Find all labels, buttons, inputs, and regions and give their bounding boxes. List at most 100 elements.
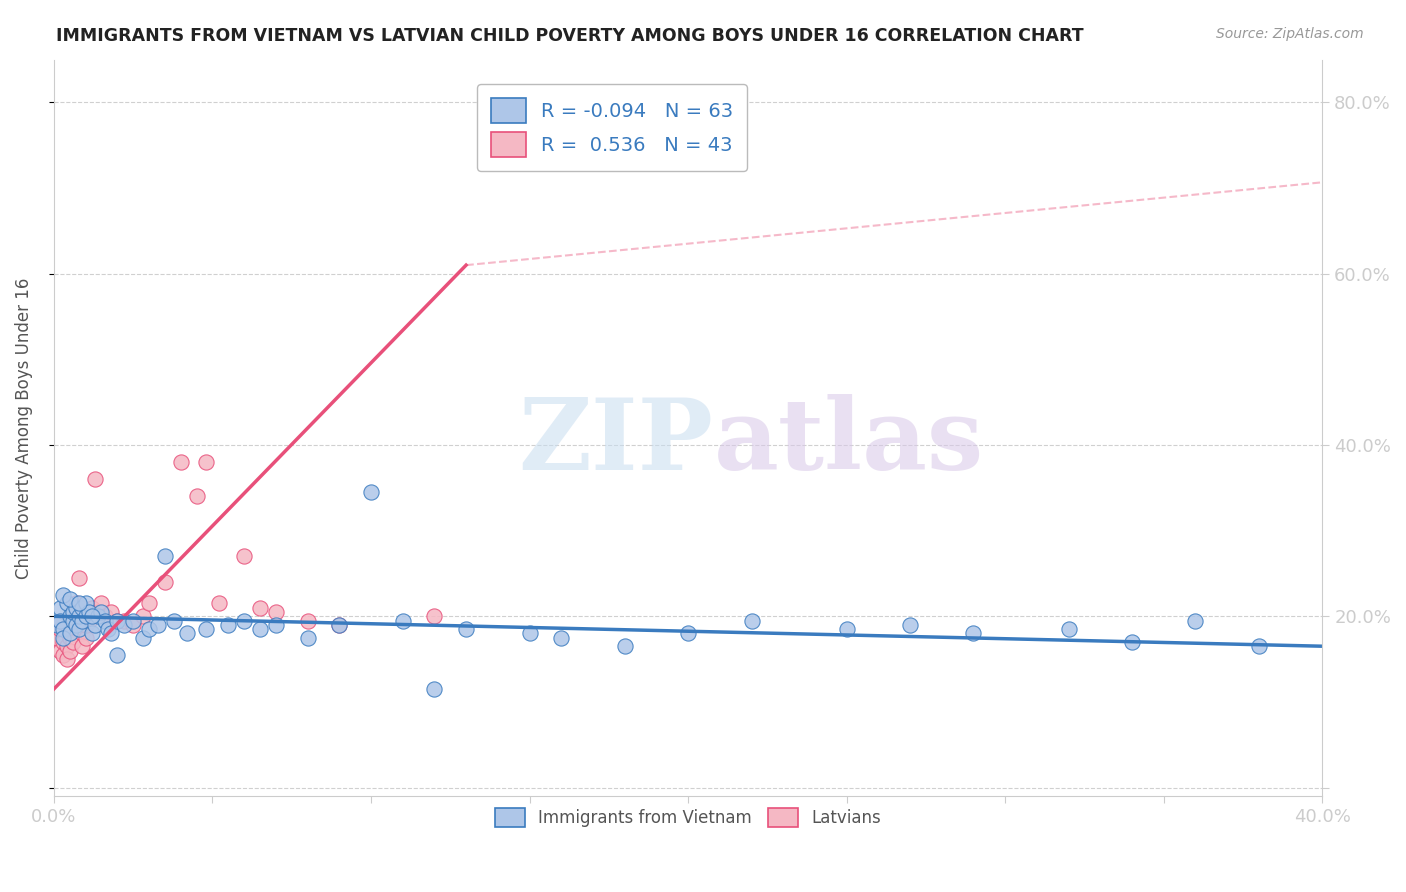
Point: [138, 622, 160, 636]
Point: [75, 631, 97, 645]
Point: [249, 600, 271, 615]
Point: [46, 631, 69, 645]
Point: [80, 609, 103, 624]
Point: [49, 600, 72, 615]
Point: [62, 605, 84, 619]
Point: [233, 614, 256, 628]
Point: [93, 614, 115, 628]
Point: [1121, 635, 1143, 649]
Point: [208, 596, 231, 610]
Y-axis label: Child Poverty Among Boys Under 16: Child Poverty Among Boys Under 16: [15, 277, 32, 579]
Point: [67, 622, 90, 636]
Point: [65, 600, 87, 615]
Point: [72, 639, 94, 653]
Point: [59, 609, 82, 624]
Point: [52, 635, 75, 649]
Point: [550, 631, 572, 645]
Point: [122, 614, 145, 628]
Point: [65, 596, 87, 610]
Point: [59, 643, 82, 657]
Point: [217, 617, 239, 632]
Point: [328, 617, 350, 632]
Point: [898, 617, 921, 632]
Point: [233, 549, 256, 564]
Point: [249, 622, 271, 636]
Point: [360, 485, 382, 500]
Point: [740, 614, 762, 628]
Point: [49, 622, 72, 636]
Point: [90, 596, 112, 610]
Point: [105, 614, 128, 628]
Point: [328, 617, 350, 632]
Point: [186, 489, 208, 503]
Point: [112, 614, 135, 628]
Point: [1247, 639, 1270, 653]
Point: [59, 626, 82, 640]
Point: [1057, 622, 1080, 636]
Point: [72, 614, 94, 628]
Point: [72, 626, 94, 640]
Point: [72, 600, 94, 615]
Point: [87, 605, 110, 619]
Text: Source: ZipAtlas.com: Source: ZipAtlas.com: [1216, 27, 1364, 41]
Text: IMMIGRANTS FROM VIETNAM VS LATVIAN CHILD POVERTY AMONG BOYS UNDER 16 CORRELATION: IMMIGRANTS FROM VIETNAM VS LATVIAN CHILD…: [56, 27, 1084, 45]
Point: [65, 609, 87, 624]
Point: [835, 622, 858, 636]
Point: [52, 588, 75, 602]
Point: [90, 605, 112, 619]
Point: [93, 609, 115, 624]
Point: [75, 609, 97, 624]
Legend: Immigrants from Vietnam, Latvians: Immigrants from Vietnam, Latvians: [486, 800, 890, 836]
Point: [49, 614, 72, 628]
Point: [80, 600, 103, 615]
Point: [55, 639, 77, 653]
Point: [423, 609, 446, 624]
Point: [195, 622, 218, 636]
Point: [112, 617, 135, 632]
Point: [75, 596, 97, 610]
Point: [195, 455, 218, 469]
Point: [153, 549, 176, 564]
Point: [52, 622, 75, 636]
Point: [67, 614, 90, 628]
Point: [67, 571, 90, 585]
Point: [49, 643, 72, 657]
Point: [456, 622, 478, 636]
Point: [297, 631, 319, 645]
Point: [264, 617, 287, 632]
Point: [62, 622, 84, 636]
Point: [65, 617, 87, 632]
Point: [67, 596, 90, 610]
Point: [75, 617, 97, 632]
Point: [176, 626, 198, 640]
Point: [59, 592, 82, 607]
Point: [122, 617, 145, 632]
Point: [962, 626, 984, 640]
Point: [391, 614, 413, 628]
Point: [138, 596, 160, 610]
Point: [163, 614, 186, 628]
Point: [297, 614, 319, 628]
Point: [52, 631, 75, 645]
Point: [84, 472, 107, 486]
Point: [148, 617, 170, 632]
Point: [46, 617, 69, 632]
Point: [62, 614, 84, 628]
Point: [55, 652, 77, 666]
Point: [153, 574, 176, 589]
Point: [423, 681, 446, 696]
Point: [67, 609, 90, 624]
Point: [77, 605, 100, 619]
Point: [52, 648, 75, 662]
Point: [131, 631, 153, 645]
Point: [55, 596, 77, 610]
Point: [80, 626, 103, 640]
Point: [1184, 614, 1206, 628]
Point: [77, 614, 100, 628]
Point: [131, 609, 153, 624]
Point: [264, 605, 287, 619]
Point: [170, 455, 193, 469]
Point: [100, 605, 122, 619]
Point: [676, 626, 699, 640]
Point: [100, 626, 122, 640]
